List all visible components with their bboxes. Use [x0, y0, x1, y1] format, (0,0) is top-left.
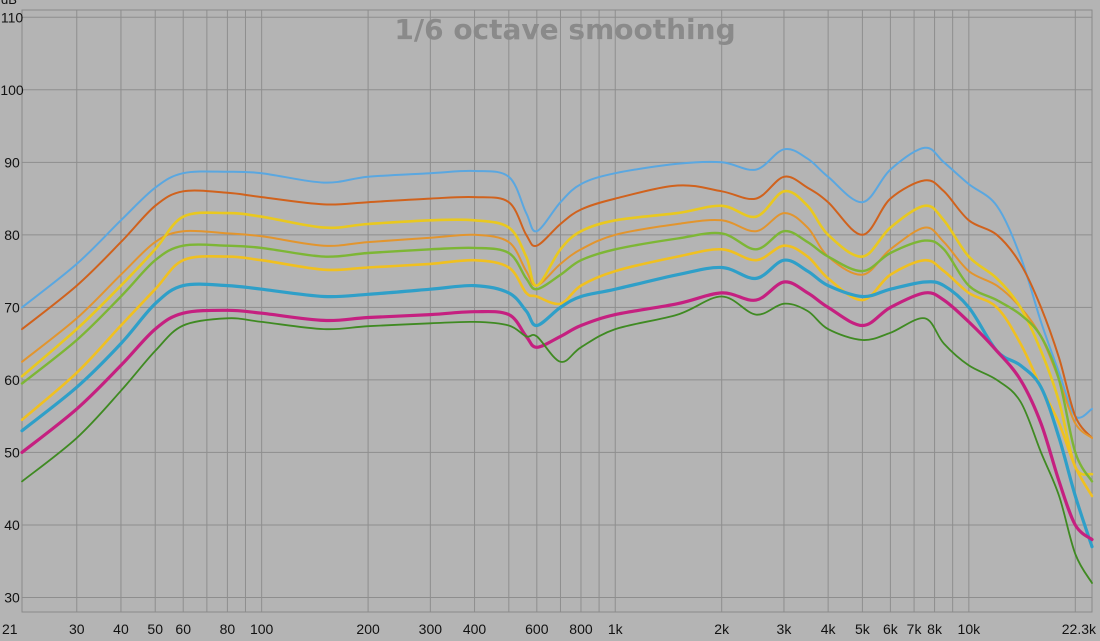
- series-line-4: [20, 189, 1094, 476]
- y-tick-label: 60: [4, 372, 20, 388]
- x-tick-label: 22.3k: [1062, 621, 1097, 637]
- x-tick-labels: 21 30 40 50 60 80 100 200 300 400 600 800 1k 2k 3k 4k 5k…: [2, 621, 1097, 637]
- y-tick-label: 30: [4, 589, 20, 605]
- x-tick-label: 8k: [927, 621, 943, 637]
- x-tick-label: 600: [525, 621, 549, 637]
- x-tick-label: 40: [113, 621, 129, 637]
- x-tick-label: 3k: [777, 621, 793, 637]
- x-tick-label: 50: [147, 621, 163, 637]
- series-line-2: [21, 175, 1093, 439]
- series-line-3: [21, 212, 1093, 439]
- x-tick-label: 5k: [855, 621, 871, 637]
- y-tick-label: 90: [4, 154, 20, 170]
- y-tick-label: 70: [4, 299, 20, 315]
- series-line-9: [21, 295, 1093, 584]
- series-line-5: [20, 229, 1094, 483]
- chart-title: 1/6 octave smoothing: [394, 13, 735, 46]
- x-tick-label: 60: [175, 621, 191, 637]
- y-tick-label: 110: [1, 9, 24, 25]
- series-line-1: [21, 146, 1093, 419]
- x-tick-label: 200: [356, 621, 380, 637]
- plot-frame: [21, 9, 1093, 613]
- x-tick-label: 2k: [714, 621, 730, 637]
- series-line-7: [20, 258, 1094, 549]
- x-tick-label: 300: [419, 621, 443, 637]
- x-tick-label: 10k: [958, 621, 982, 637]
- y-tick-label: 80: [4, 227, 20, 243]
- x-tick-label: 400: [463, 621, 487, 637]
- y-tick-label: 50: [4, 444, 20, 460]
- x-tick-label: 100: [250, 621, 274, 637]
- x-tick-label: 7k: [907, 621, 923, 637]
- x-tick-label: 30: [69, 621, 85, 637]
- series-group: [20, 146, 1094, 584]
- x-tick-label: 800: [569, 621, 593, 637]
- x-tick-label: 21: [2, 621, 18, 637]
- series-line-6: [20, 244, 1094, 498]
- y-tick-label: 100: [0, 82, 24, 98]
- series-line-8: [20, 280, 1094, 542]
- x-tick-label: 4k: [821, 621, 837, 637]
- grid: [22, 10, 1092, 612]
- y-tick-labels: 110 100 90 80 70 60 50 40 30: [0, 9, 24, 605]
- y-unit-label: dB: [1, 0, 17, 7]
- x-tick-label: 80: [220, 621, 236, 637]
- plot-border: [21, 9, 1093, 613]
- x-tick-label: 6k: [883, 621, 899, 637]
- x-tick-label: 1k: [608, 621, 624, 637]
- y-tick-label: 40: [4, 517, 20, 533]
